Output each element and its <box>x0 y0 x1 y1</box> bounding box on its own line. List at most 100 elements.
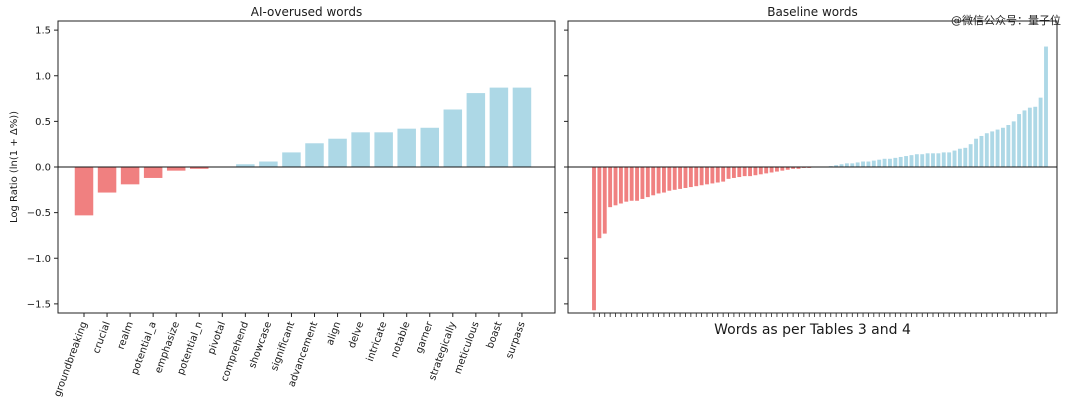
y-tick-label: −0.5 <box>27 208 51 219</box>
baseline-bar <box>1038 97 1043 167</box>
panel-baseline-words: Baseline words Words as per Tables 3 and… <box>564 5 1058 338</box>
bars-right <box>592 46 1048 311</box>
baseline-bar <box>963 147 968 167</box>
bar-strategically <box>443 109 463 167</box>
bar-meticulous <box>466 93 486 167</box>
baseline-bar <box>731 167 736 178</box>
bar-emphasize <box>166 167 186 171</box>
x-tick-label: pivotal <box>206 320 228 356</box>
baseline-bar <box>909 155 914 167</box>
baseline-bar <box>678 167 683 189</box>
bar-potential_a <box>143 167 163 178</box>
baseline-bar <box>753 167 758 176</box>
y-axis-label: Log Ratio (ln(1 + Δ%)) <box>9 111 20 223</box>
x-tick-label: intricate <box>365 320 390 363</box>
baseline-bar <box>834 165 839 167</box>
x-tick-label: crucial <box>91 320 113 355</box>
chart-title-left: AI-overused words <box>251 5 362 19</box>
baseline-bar <box>640 167 645 199</box>
x-ticks-left: groundbreaking crucial realmpotential_aemp… <box>52 313 528 398</box>
x-tick-label: surpass <box>504 320 528 360</box>
baseline-bar <box>844 163 849 167</box>
bar-groundbreaking <box>74 167 94 216</box>
baseline-bar <box>1017 114 1022 167</box>
baseline-bar <box>871 160 876 167</box>
y-tick-label: 0.5 <box>35 117 51 128</box>
bar-align <box>328 138 347 167</box>
baseline-bar <box>925 153 930 167</box>
bar-realm <box>120 167 140 185</box>
baseline-bar <box>861 161 865 167</box>
baseline-bar <box>979 135 984 167</box>
baseline-bar <box>764 167 769 174</box>
baseline-bar <box>893 157 898 167</box>
bar-surpass <box>512 87 532 167</box>
bar-notable <box>397 128 416 167</box>
bar-comprehend <box>236 164 255 167</box>
x-tick-label: align <box>325 320 344 347</box>
baseline-bar <box>898 156 903 167</box>
baseline-bar <box>775 167 779 172</box>
baseline-bar <box>645 167 650 198</box>
baseline-bar <box>667 167 672 191</box>
baseline-bar <box>1044 46 1048 167</box>
baseline-bar <box>780 167 785 171</box>
y-tick-label: −1.5 <box>27 299 51 310</box>
x-tick-label: notable <box>389 320 412 359</box>
chart-title-right: Baseline words <box>767 5 857 19</box>
baseline-bar <box>839 164 844 167</box>
baseline-bar <box>1022 110 1027 167</box>
baseline-bar <box>1027 107 1032 167</box>
baseline-bar <box>624 167 629 202</box>
x-tick-label: boast <box>485 320 505 350</box>
baseline-bar <box>1033 106 1038 167</box>
x-tick-label: garner <box>414 319 436 355</box>
baseline-bar <box>936 153 941 167</box>
panel-ai-overused-words: AI-overused words Log Ratio (ln(1 + Δ%))… <box>9 5 556 398</box>
x-axis-label-right: Words as per Tables 3 and 4 <box>714 322 911 338</box>
baseline-bar <box>715 167 720 183</box>
baseline-bar <box>656 167 661 194</box>
baseline-bar <box>758 167 763 175</box>
baseline-bar <box>710 167 715 184</box>
baseline-bar <box>694 167 699 187</box>
baseline-bar <box>651 167 656 196</box>
baseline-bar <box>957 148 962 167</box>
baseline-bar <box>931 153 935 167</box>
baseline-bar <box>952 150 957 167</box>
baseline-bar <box>699 167 704 186</box>
baseline-bar <box>941 152 946 167</box>
baseline-bar <box>592 167 596 311</box>
baseline-bar <box>866 161 871 167</box>
bar-significant <box>282 152 301 167</box>
baseline-bar <box>662 167 666 193</box>
y-tick-label: 0.0 <box>35 163 51 174</box>
x-tick-label: showcase <box>247 320 274 370</box>
baseline-bar <box>688 167 693 188</box>
baseline-bar <box>888 158 892 167</box>
baseline-bar <box>635 167 639 201</box>
baseline-bar <box>914 154 919 167</box>
x-tick-label: realm <box>116 320 136 351</box>
baseline-bar <box>672 167 677 190</box>
baseline-bar <box>904 156 909 167</box>
y-tick-label: 1.5 <box>35 26 51 37</box>
baseline-bar <box>629 167 634 201</box>
bar-showcase <box>259 161 278 167</box>
baseline-bar <box>705 167 709 185</box>
baseline-bar <box>726 167 731 179</box>
bars-left <box>74 87 532 216</box>
bar-advancement <box>305 143 324 167</box>
baseline-bar <box>618 167 623 204</box>
baseline-bar <box>737 167 742 178</box>
baseline-bar <box>1011 121 1016 167</box>
baseline-bar <box>796 167 801 169</box>
baseline-bar <box>995 129 1000 167</box>
baseline-bar <box>602 167 607 234</box>
baseline-bar <box>850 163 855 167</box>
bar-boast <box>489 87 509 167</box>
baseline-bar <box>920 154 925 167</box>
baseline-bar <box>984 133 989 167</box>
y-ticks-left: −1.5 −1.0 −0.5 0.0 0.5 1.0 1.5 <box>27 26 58 310</box>
